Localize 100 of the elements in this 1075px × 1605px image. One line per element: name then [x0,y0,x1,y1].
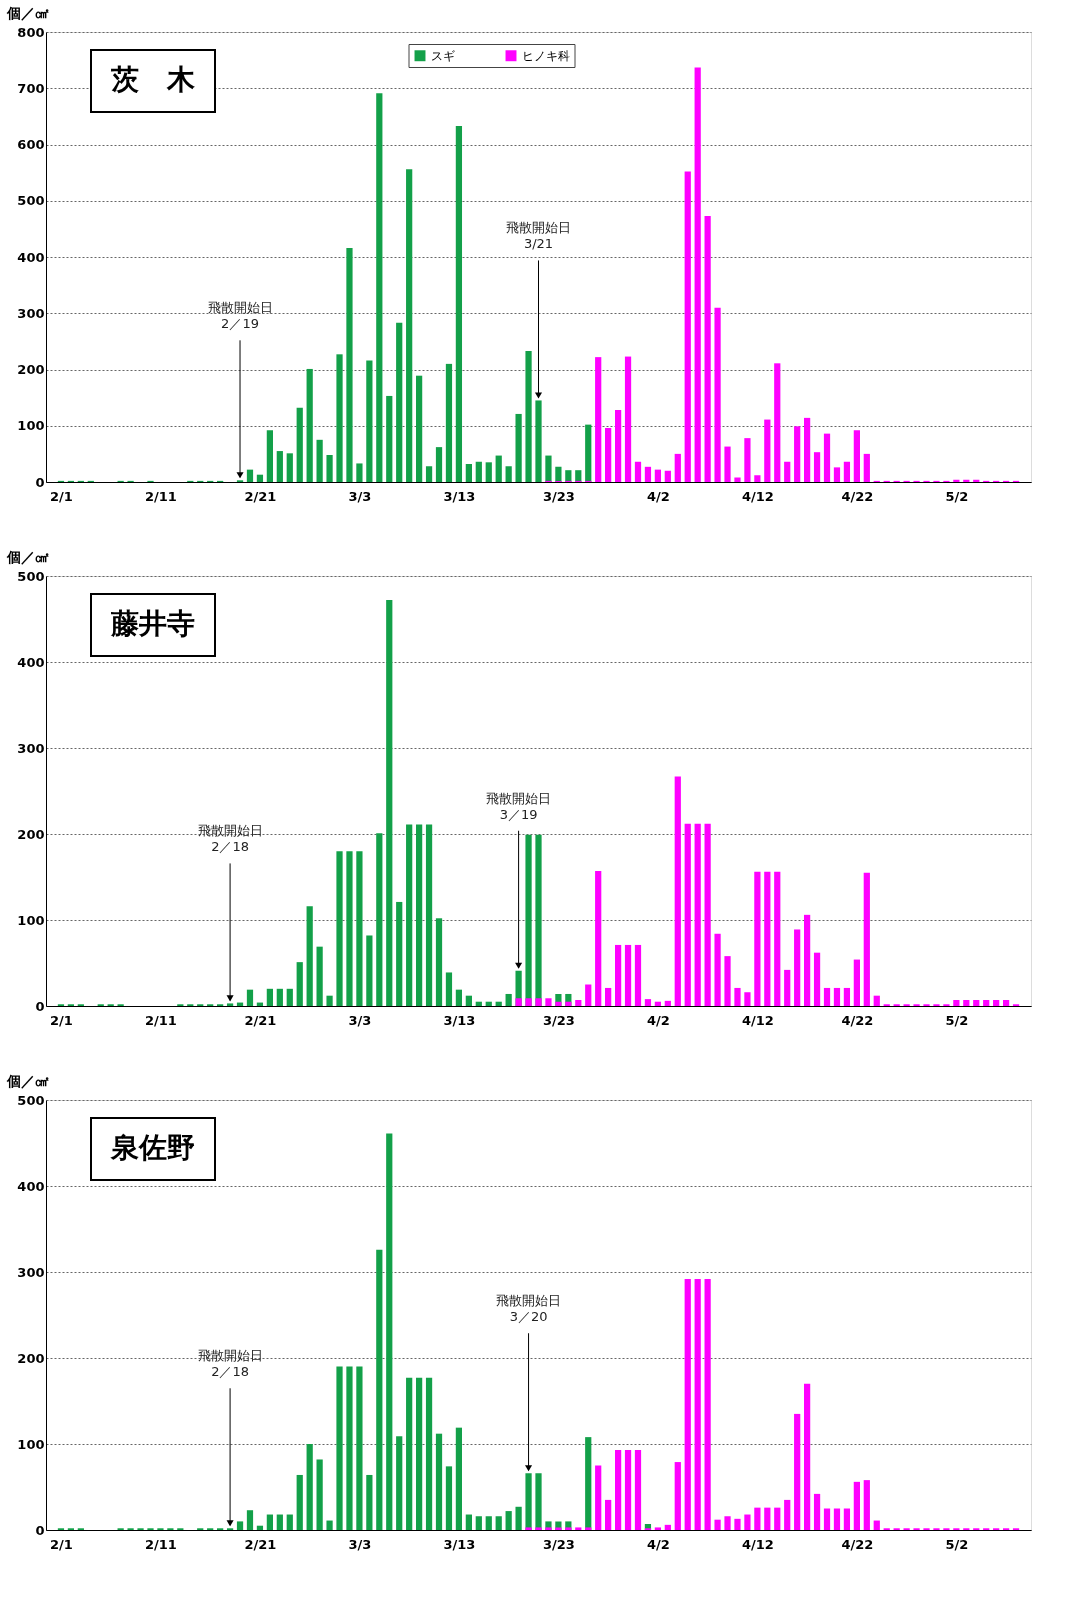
bar [455,125,463,482]
bar [784,461,791,482]
y-axis-title: 個／㎠ [5,548,49,565]
x-tick-label: 5/2 [945,488,969,504]
bar [246,1510,254,1530]
bar [684,1278,691,1530]
bar [794,1413,801,1530]
y-tick-label: 100 [17,912,45,928]
x-tick-label: 2/21 [244,1536,277,1552]
annotation: 飛散開始日 2／18 [197,1348,263,1380]
bar [853,959,860,1006]
y-axis-title: 個／㎠ [5,4,49,21]
legend-label: スギ [430,48,455,63]
bar [545,1527,552,1530]
bar [266,988,273,1006]
bar [794,929,801,1006]
bar [813,1493,821,1530]
y-tick-label: 100 [17,1436,45,1452]
bar [605,1499,612,1530]
bar [356,1366,363,1530]
bar [435,1433,443,1530]
bar [505,1511,512,1530]
bar [654,1527,661,1530]
bar [495,1516,502,1530]
bar [674,776,681,1006]
bar [485,1516,492,1530]
y-tick-label: 400 [17,654,45,670]
bar [684,171,691,482]
bar [634,944,642,1006]
y-tick-label: 0 [35,1522,45,1538]
bar [316,439,323,482]
bar [296,962,303,1006]
y-tick-label: 300 [17,305,45,321]
y-tick-label: 200 [17,1350,45,1366]
x-tick-label: 3/23 [542,1012,575,1028]
bar [336,354,343,482]
bar [396,322,403,482]
bar [346,248,353,482]
bar [485,462,492,482]
bar [863,872,870,1006]
bar [714,1519,721,1530]
bar [863,1480,870,1530]
bar [664,1000,671,1006]
bar [1002,999,1010,1006]
bar [465,464,472,482]
bar [276,988,283,1006]
bar [963,999,970,1006]
bar [286,453,293,482]
bar [595,1465,602,1530]
bar [774,363,781,482]
bar [983,999,990,1006]
x-tick-label: 3/3 [348,488,372,504]
bar [595,870,602,1006]
x-tick-label: 4/22 [841,1012,874,1028]
bar [575,1527,582,1530]
bar [634,1450,642,1530]
bar [833,987,841,1006]
bar [644,466,652,482]
y-tick-label: 500 [17,193,45,209]
annotation: 飛散開始日 3／20 [496,1293,562,1325]
x-tick-label: 2/11 [144,488,177,504]
x-tick-label: 2/21 [244,1012,277,1028]
bar [724,956,731,1006]
bar [734,987,741,1006]
y-tick-label: 800 [17,24,45,40]
bar [843,1508,851,1530]
bar [545,998,552,1006]
bar [376,1249,383,1530]
bar [286,988,293,1006]
bar [425,1377,433,1530]
text: 泉佐野 [110,1131,195,1164]
bar [614,944,622,1006]
y-tick-label: 300 [17,740,45,756]
x-tick-label: 3/13 [443,1536,476,1552]
bar [445,972,453,1006]
bar [525,350,532,482]
bar [326,995,333,1006]
bar [256,474,264,482]
bar [605,987,612,1006]
bar [624,1450,632,1530]
x-tick-label: 2/1 [50,488,73,504]
bar [823,987,831,1006]
bar [804,914,811,1006]
x-tick-label: 4/2 [646,1012,670,1028]
x-tick-label: 3/23 [542,488,575,504]
y-tick-label: 600 [17,137,45,152]
bar [555,1527,562,1530]
bar [744,992,751,1006]
x-tick-label: 3/3 [348,1536,372,1552]
y-tick-label: 500 [17,1092,45,1108]
x-tick-label: 5/2 [945,1012,969,1028]
x-tick-label: 2/11 [144,1012,177,1028]
annotation: 飛散開始日 2／18 [197,823,263,855]
bar [585,424,592,482]
y-axis-title: 個／㎠ [5,1072,49,1089]
bar [784,969,791,1006]
bar [804,417,811,482]
bar [605,428,612,482]
bar [823,433,831,482]
bar [734,1518,741,1530]
